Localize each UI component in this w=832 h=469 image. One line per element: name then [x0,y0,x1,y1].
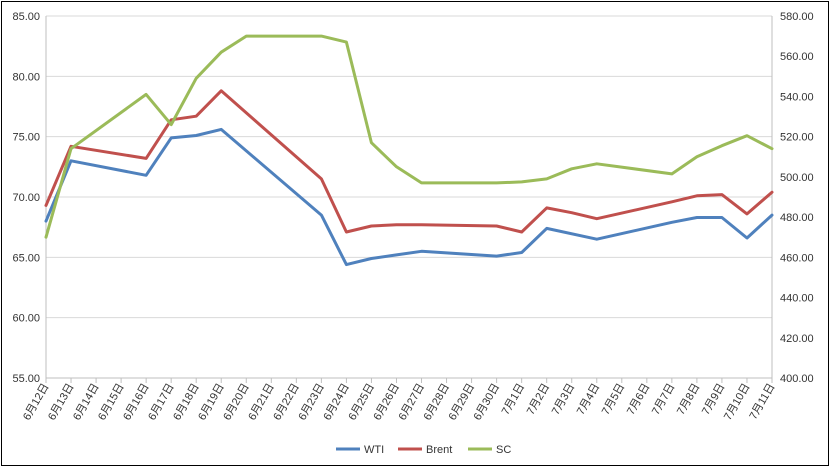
y-right-tick-label: 400.00 [780,373,814,385]
y-right-tick-label: 560.00 [780,51,814,63]
y-left-tick-label: 85.00 [12,11,40,23]
x-tick-label: 7月2日 [525,382,553,418]
y-right-tick-label: 540.00 [780,91,814,103]
y-right-tick-label: 420.00 [780,333,814,345]
y-right-tick-label: 580.00 [780,11,814,23]
x-tick-label: 7月3日 [550,382,578,418]
y-left-tick-label: 75.00 [12,132,40,144]
x-tick-label: 7月5日 [600,382,628,418]
x-tick-label: 7月6日 [625,382,653,418]
y-right-tick-label: 480.00 [780,212,814,224]
legend-label: SC [496,444,511,456]
y-right-tick-label: 520.00 [780,132,814,144]
y-left-tick-label: 65.00 [12,252,40,264]
legend: WTI Brent SC [336,444,511,456]
series-lines [44,34,774,267]
y-axis-left-ticks: 55.00 60.00 65.00 70.00 75.00 80.00 85.00 [12,11,40,385]
y-left-tick-label: 80.00 [12,71,40,83]
x-tick-label: 7月9日 [700,382,728,418]
series-line-brent [44,89,774,234]
y-right-tick-label: 440.00 [780,293,814,305]
y-left-tick-label: 60.00 [12,313,40,325]
y-right-tick-label: 460.00 [780,252,814,264]
legend-label: Brent [426,444,452,456]
legend-label: WTI [364,444,384,456]
x-axis-ticks: 6月12日6月13日6月14日6月15日6月16日6月17日6月18日6月19日… [21,378,778,422]
x-tick-label: 7月1日 [500,382,528,418]
series-line-wti [44,127,774,267]
axes [45,16,773,379]
y-axis-right-ticks: 400.00 420.00 440.00 460.00 480.00 500.00 520.… [780,11,814,385]
x-tick-label: 7月7日 [650,382,678,418]
y-right-tick-label: 500.00 [780,172,814,184]
y-left-tick-label: 55.00 [12,373,40,385]
x-tick-label: 7月4日 [575,382,603,418]
y-left-tick-label: 70.00 [12,192,40,204]
series-line-sc [44,34,774,239]
x-tick-label: 7月8日 [675,382,703,418]
gridlines [46,15,772,319]
